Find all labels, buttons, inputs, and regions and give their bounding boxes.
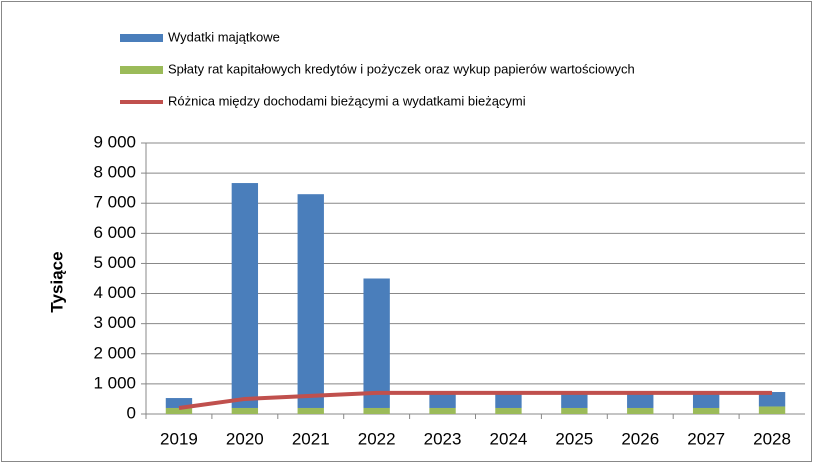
bar [297, 194, 324, 408]
bar [495, 392, 522, 408]
x-tick-label: 2021 [292, 429, 330, 448]
bar [297, 407, 324, 414]
bar [561, 407, 588, 414]
y-tick-label: 5 000 [93, 253, 136, 272]
y-tick-label: 2 000 [93, 343, 136, 362]
y-axis-label: Tysiące [47, 251, 66, 312]
bar [627, 407, 654, 414]
y-tick-label: 7 000 [93, 193, 136, 212]
legend-swatch [120, 34, 163, 42]
bar [758, 406, 786, 414]
bar [429, 407, 456, 414]
bar [363, 278, 390, 408]
y-tick-label: 1 000 [93, 373, 136, 392]
y-tick-label: 4 000 [93, 283, 136, 302]
x-tick-label: 2024 [490, 429, 528, 448]
bar [692, 407, 720, 414]
y-tick-label: 9 000 [93, 132, 136, 151]
bar [495, 407, 522, 414]
bar [561, 392, 588, 408]
x-tick-label: 2025 [555, 429, 593, 448]
y-tick-label: 8 000 [93, 163, 136, 182]
x-tick-label: 2028 [753, 429, 791, 448]
x-tick-label: 2020 [226, 429, 264, 448]
bar [231, 407, 259, 414]
y-tick-label: 6 000 [93, 223, 136, 242]
bar [363, 407, 390, 414]
bar [165, 407, 193, 414]
bar [627, 392, 654, 408]
x-tick-label: 2023 [424, 429, 462, 448]
bar [231, 183, 259, 408]
legend-label: Różnica między dochodami bieżącymi a wyd… [168, 93, 526, 108]
line [178, 390, 773, 410]
bar [165, 398, 193, 408]
bar [429, 392, 456, 408]
legend-label: Wydatki majątkowe [168, 29, 280, 44]
legend-swatch [120, 66, 163, 74]
x-tick-label: 2027 [687, 429, 725, 448]
y-tick-label: 3 000 [93, 313, 136, 332]
x-tick-label: 2022 [358, 429, 396, 448]
y-tick-label: 0 [127, 403, 136, 422]
x-tick-label: 2019 [160, 429, 198, 448]
bar [692, 392, 720, 408]
x-tick-label: 2026 [621, 429, 659, 448]
legend-label: Spłaty rat kapitałowych kredytów i pożyc… [168, 61, 635, 76]
bar [758, 392, 786, 407]
